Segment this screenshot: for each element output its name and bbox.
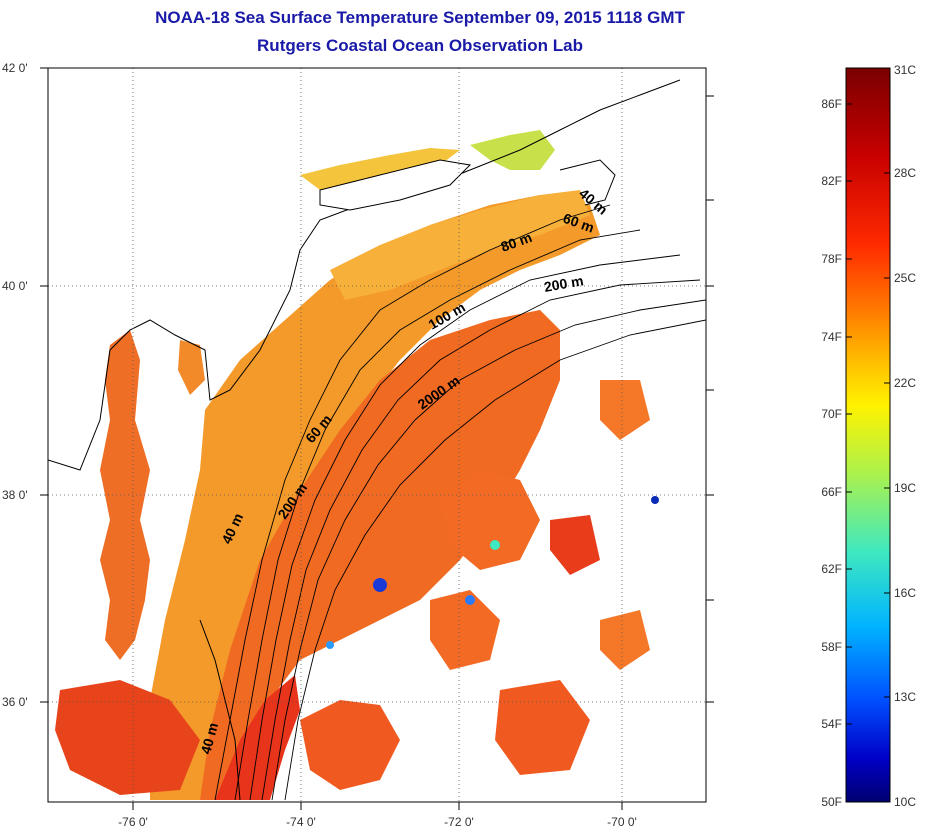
- sst-offshore-main: [200, 310, 560, 800]
- outer-banks: [199, 619, 241, 801]
- sst-south-blob: [300, 700, 400, 790]
- delaware-bay: [178, 340, 205, 395]
- cbar-f-54: 54F: [821, 717, 842, 731]
- sst-gulf-maine: [470, 130, 555, 170]
- sst-shelf-warm: [150, 195, 600, 800]
- lat-label-42: 42 0': [2, 61, 28, 75]
- map-frame: [47, 67, 707, 803]
- contour-label-200m-ne: 200 m: [543, 272, 585, 295]
- sst-li-sound: [300, 148, 460, 190]
- sst-east-blob-3: [600, 380, 650, 440]
- cbar-c-28: 28C: [894, 166, 916, 180]
- cbar-f-82: 82F: [821, 174, 842, 188]
- map-subtitle: Rutgers Coastal Ocean Observation Lab: [257, 36, 583, 55]
- cbar-c-25: 25C: [894, 271, 916, 285]
- contour-2000m: [284, 319, 706, 801]
- cbar-f-86: 86F: [821, 97, 842, 111]
- cbar-f-50: 50F: [821, 795, 842, 809]
- cold-patch-5: [651, 496, 659, 504]
- contour-60m: [234, 229, 641, 801]
- coastline: [48, 79, 681, 471]
- lon-label-70: -70 0': [607, 815, 637, 829]
- cape-cod: [559, 159, 616, 206]
- cbar-f-58: 58F: [821, 640, 842, 654]
- colorbar-c-labels: 31C 28C 25C 22C 19C 16C 13C 10C: [894, 63, 916, 809]
- lat-label-38: 38 0': [2, 488, 28, 502]
- lat-label-40: 40 0': [2, 279, 28, 293]
- map-area: 40 m 60 m 80 m 200 m 100 m 2000 m 60 m 2…: [48, 68, 706, 802]
- bathymetry-contours: [214, 204, 706, 801]
- pamlico-sound: [55, 680, 200, 795]
- cbar-c-19: 19C: [894, 481, 916, 495]
- contour-label-40m-south: 40 m: [197, 721, 221, 756]
- cbar-f-66: 66F: [821, 485, 842, 499]
- sst-east-blob-6: [600, 610, 650, 670]
- sst-hatteras: [215, 675, 300, 800]
- colorbar-ticks: [846, 103, 890, 725]
- lon-label-74: -74 0': [286, 815, 316, 829]
- cold-patch-2: [465, 595, 475, 605]
- map-title: NOAA-18 Sea Surface Temperature Septembe…: [155, 8, 685, 27]
- lat-lon-grid: [48, 68, 706, 802]
- cbar-c-13: 13C: [894, 690, 916, 704]
- cbar-c-31: 31C: [894, 63, 916, 77]
- lat-label-36: 36 0': [2, 695, 28, 709]
- lon-label-72: -72 0': [444, 815, 474, 829]
- contour-200m: [271, 299, 706, 801]
- colorbar-f-labels: 86F 82F 78F 74F 70F 66F 62F 58F 54F 50F: [821, 97, 842, 809]
- contour-80m: [249, 254, 681, 801]
- colorbar: [845, 67, 891, 803]
- cold-patch-4: [490, 540, 500, 550]
- sst-east-blob-4: [430, 590, 500, 670]
- sst-east-blob-2: [550, 515, 600, 575]
- cbar-f-62: 62F: [821, 562, 842, 576]
- long-island: [319, 159, 472, 211]
- sst-ny-bight: [330, 190, 590, 300]
- cold-patch-1: [373, 578, 387, 592]
- sst-east-blob-5: [495, 680, 590, 775]
- cbar-f-70: 70F: [821, 407, 842, 421]
- cbar-c-22: 22C: [894, 376, 916, 390]
- contour-100m: [261, 279, 701, 801]
- cbar-f-74: 74F: [821, 330, 842, 344]
- lon-label-76: -76 0': [118, 815, 148, 829]
- cbar-c-10: 10C: [894, 795, 916, 809]
- cold-patch-3: [326, 641, 334, 649]
- axis-ticks: [40, 67, 714, 810]
- cbar-c-16: 16C: [894, 586, 916, 600]
- cbar-f-78: 78F: [821, 252, 842, 266]
- contour-40m: [214, 204, 611, 801]
